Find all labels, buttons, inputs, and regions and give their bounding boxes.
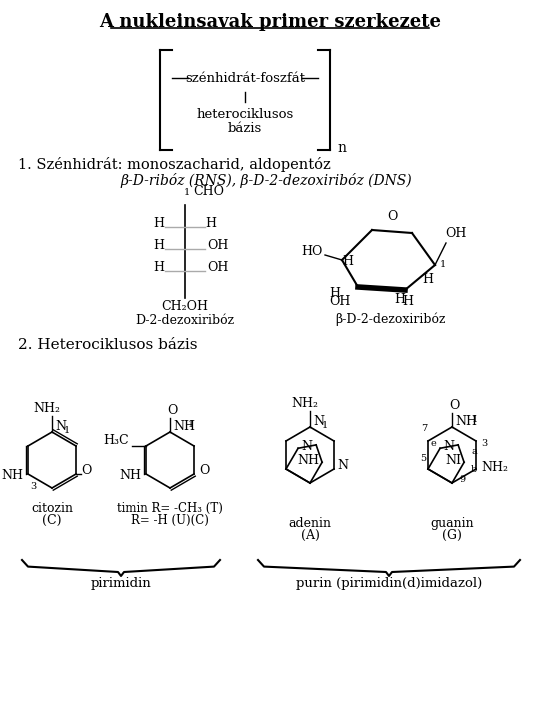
Text: (G): (G) bbox=[442, 529, 462, 542]
Text: (C): (C) bbox=[42, 514, 62, 527]
Text: H: H bbox=[422, 273, 434, 286]
Text: citozin: citozin bbox=[31, 502, 73, 515]
Text: 9: 9 bbox=[459, 475, 465, 485]
Text: O: O bbox=[81, 464, 91, 477]
Text: 1: 1 bbox=[322, 421, 328, 430]
Text: O: O bbox=[449, 399, 459, 412]
Text: NI: NI bbox=[445, 454, 461, 467]
Text: H: H bbox=[402, 295, 414, 308]
Text: adenin: adenin bbox=[288, 517, 332, 530]
Text: CHO: CHO bbox=[193, 185, 224, 198]
Text: N: N bbox=[443, 440, 454, 454]
Text: NH: NH bbox=[1, 469, 23, 482]
Text: 1: 1 bbox=[184, 188, 190, 197]
Text: β-D-ribóz (RNS), β-D-2-dezoxiribóz (DNS): β-D-ribóz (RNS), β-D-2-dezoxiribóz (DNS) bbox=[120, 174, 411, 189]
Text: NH: NH bbox=[173, 420, 195, 433]
Text: guanin: guanin bbox=[430, 517, 474, 530]
Text: β-D-2-dezoxiribóz: β-D-2-dezoxiribóz bbox=[335, 312, 446, 326]
Text: NH₂: NH₂ bbox=[292, 397, 319, 410]
Text: 1: 1 bbox=[64, 426, 70, 435]
Text: H₃C: H₃C bbox=[103, 434, 129, 447]
Text: O: O bbox=[199, 464, 210, 477]
Text: n: n bbox=[337, 141, 346, 155]
Text: OH: OH bbox=[445, 227, 467, 240]
Text: HO: HO bbox=[301, 245, 323, 258]
Text: H: H bbox=[153, 261, 165, 274]
Text: szénhidrát-foszfát: szénhidrát-foszfát bbox=[185, 71, 305, 84]
Text: heterociklusos: heterociklusos bbox=[197, 109, 294, 122]
Text: H: H bbox=[153, 239, 165, 252]
Text: 1: 1 bbox=[472, 415, 478, 424]
Text: timin R= -CH₃ (T): timin R= -CH₃ (T) bbox=[117, 502, 223, 515]
Text: N: N bbox=[55, 420, 66, 433]
Text: A nukleinsavak primer szerkezete: A nukleinsavak primer szerkezete bbox=[99, 13, 441, 31]
Text: H: H bbox=[153, 217, 165, 230]
Text: NH₂: NH₂ bbox=[481, 461, 508, 474]
Text: NH: NH bbox=[455, 415, 477, 428]
Text: O: O bbox=[387, 210, 397, 223]
Text: b: b bbox=[471, 465, 477, 474]
Text: OH: OH bbox=[207, 261, 228, 274]
Text: e: e bbox=[430, 439, 436, 448]
Text: 7: 7 bbox=[421, 424, 427, 433]
Text: R= -H (U)(C): R= -H (U)(C) bbox=[131, 514, 209, 527]
Text: H: H bbox=[342, 255, 354, 268]
Text: 3: 3 bbox=[30, 482, 36, 491]
Text: D-2-dezoxiribóz: D-2-dezoxiribóz bbox=[136, 314, 234, 327]
Text: N: N bbox=[337, 459, 348, 472]
Text: N: N bbox=[313, 415, 324, 428]
Text: NH: NH bbox=[297, 454, 319, 467]
Text: H: H bbox=[206, 217, 217, 230]
Text: H: H bbox=[329, 287, 341, 300]
Text: 5: 5 bbox=[420, 454, 426, 463]
Text: OH: OH bbox=[329, 295, 350, 308]
Text: a: a bbox=[471, 447, 477, 456]
Text: H: H bbox=[395, 293, 406, 306]
Text: 1: 1 bbox=[440, 260, 446, 269]
Text: purin (pirimidin(d)imidazol): purin (pirimidin(d)imidazol) bbox=[296, 577, 482, 590]
Text: O: O bbox=[167, 404, 177, 417]
Text: (A): (A) bbox=[301, 529, 320, 542]
Text: N: N bbox=[301, 440, 312, 454]
Text: CH₂OH: CH₂OH bbox=[161, 300, 208, 313]
Text: 2. Heterociklusos bázis: 2. Heterociklusos bázis bbox=[18, 338, 198, 352]
Text: bázis: bázis bbox=[228, 122, 262, 135]
Text: 3: 3 bbox=[481, 439, 487, 448]
Text: pirimidin: pirimidin bbox=[91, 577, 151, 590]
Text: 1: 1 bbox=[188, 420, 194, 429]
Text: NH₂: NH₂ bbox=[33, 402, 60, 415]
Text: NH: NH bbox=[119, 469, 141, 482]
Text: OH: OH bbox=[207, 239, 228, 252]
Text: 1. Szénhidrát: monoszacharid, aldopentóz: 1. Szénhidrát: monoszacharid, aldopentóz bbox=[18, 158, 330, 173]
